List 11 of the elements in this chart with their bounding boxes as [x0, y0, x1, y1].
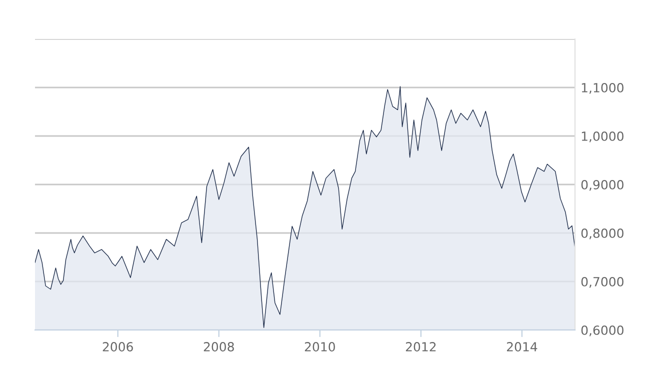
x-tick-label: 2010 [304, 342, 335, 352]
y-tick-label: 0,8000 [581, 228, 624, 240]
y-tick-label: 0,6000 [581, 325, 624, 336]
y-tick-label: 1,1000 [582, 82, 624, 94]
x-tick-label: 2008 [204, 342, 234, 352]
x-tick-label: 2006 [102, 342, 133, 352]
y-tick-label: 0,7000 [581, 276, 624, 288]
y-tick-label: 0,9000 [581, 180, 624, 191]
y-tick-label: 1,0000 [582, 131, 624, 142]
x-tick-label: 2014 [506, 342, 538, 352]
x-tick-label: 2012 [406, 342, 436, 352]
